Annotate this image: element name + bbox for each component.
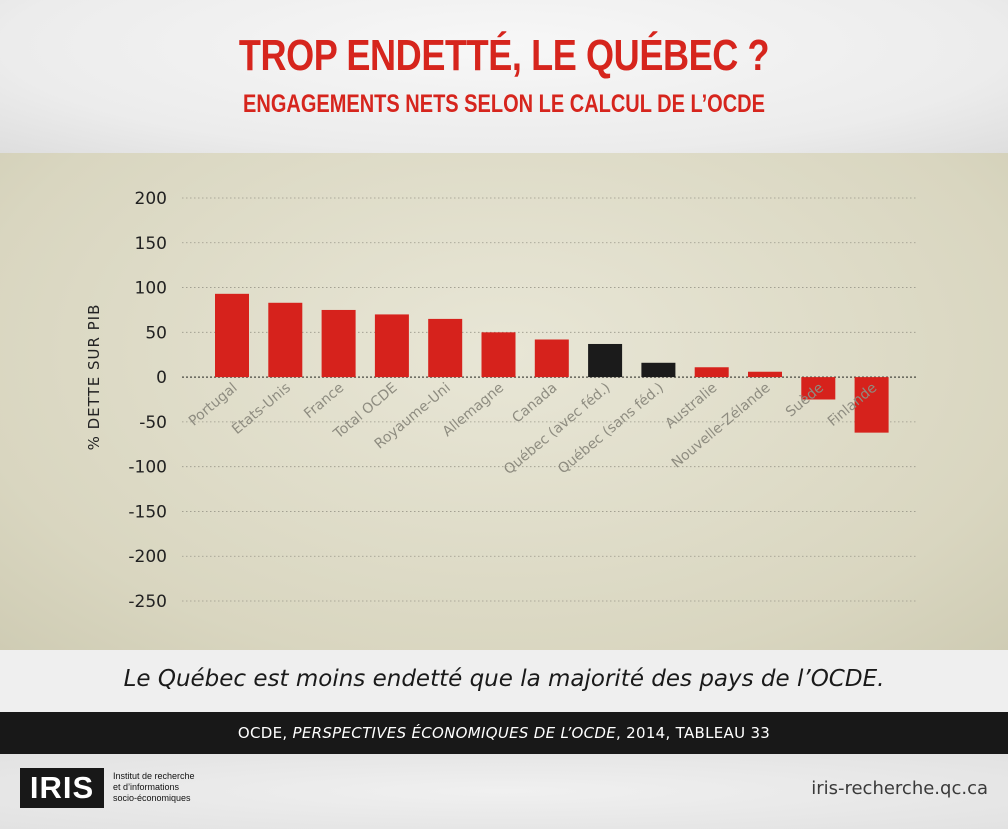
bar: [748, 371, 782, 378]
y-tick-label: 200: [135, 189, 167, 209]
x-tick-label: Nouvelle-Zélande: [669, 380, 774, 472]
x-tick-label: États-Unis: [229, 379, 294, 438]
bar: [215, 293, 249, 378]
caption-band: Le Québec est moins endetté que la major…: [0, 650, 1008, 712]
footer: IRIS Institut de recherche et d’informat…: [0, 754, 1008, 829]
x-tick-label: France: [301, 380, 347, 422]
source-title: PERSPECTIVES ÉCONOMIQUES DE L’OCDE: [292, 724, 617, 742]
bar: [428, 318, 463, 378]
bars: [215, 293, 889, 433]
chart-panel: 200 150 100 50 0 -50 -100 -150 -200 -250 Portugal…: [0, 153, 1008, 650]
bar: [268, 302, 303, 378]
y-tick-label: 50: [145, 323, 167, 343]
source-prefix: OCDE,: [237, 724, 293, 742]
y-tick-label: 0: [156, 368, 167, 388]
y-tick-label: -50: [139, 413, 167, 433]
source-suffix: , 2014, TABLEAU 33: [616, 724, 771, 742]
iris-logo: IRIS: [20, 768, 104, 808]
y-axis-label: % DETTE SUR PIB: [85, 304, 103, 451]
y-tick-label: 150: [135, 234, 167, 254]
page-title: TROP ENDETTÉ, LE QUÉBEC ?: [238, 31, 770, 80]
bar: [854, 377, 889, 433]
source-band: OCDE, PERSPECTIVES ÉCONOMIQUES DE L’OCDE…: [0, 712, 1008, 754]
y-tick-label: -150: [128, 502, 167, 522]
bar: [588, 343, 623, 378]
bar: [374, 314, 409, 378]
y-tick-label: -250: [128, 592, 167, 612]
header: TROP ENDETTÉ, LE QUÉBEC ? ENGAGEMENTS NE…: [0, 0, 1008, 153]
y-tick-label: 100: [135, 279, 167, 299]
gridlines: [182, 197, 918, 602]
org-name-line3: socio-économiques: [113, 793, 191, 803]
page-subtitle: ENGAGEMENTS NETS SELON LE CALCUL DE L’OC…: [243, 90, 765, 118]
website-url: iris-recherche.qc.ca: [811, 778, 988, 799]
bar: [694, 367, 729, 378]
organization-name: Institut de recherche et d’informations …: [113, 771, 223, 804]
bar-chart: 200 150 100 50 0 -50 -100 -150 -200 -250 Portugal…: [85, 189, 918, 612]
bar: [481, 332, 516, 378]
org-name-line1: Institut de recherche: [113, 771, 195, 781]
y-tick-label: -100: [128, 458, 167, 478]
bar: [321, 309, 356, 378]
source-citation: OCDE, PERSPECTIVES ÉCONOMIQUES DE L’OCDE…: [0, 724, 1008, 742]
org-name-line2: et d’informations: [113, 782, 180, 792]
chart-caption: Le Québec est moins endetté que la major…: [123, 666, 885, 692]
bar: [801, 377, 836, 400]
bar: [534, 339, 569, 378]
x-tick-label: Québec (sans féd.): [555, 380, 667, 477]
x-tick-label: Canada: [509, 380, 560, 427]
y-axis-ticks: 200 150 100 50 0 -50 -100 -150 -200 -250: [128, 189, 167, 612]
y-tick-label: -200: [128, 547, 167, 567]
bar: [641, 362, 676, 378]
